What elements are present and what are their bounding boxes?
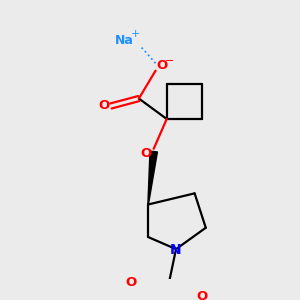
Text: N: N — [170, 243, 182, 257]
Text: +: + — [130, 29, 140, 39]
Text: O: O — [141, 147, 152, 160]
Polygon shape — [148, 151, 158, 205]
Text: O: O — [157, 59, 168, 73]
Text: O: O — [196, 290, 208, 300]
Text: O: O — [126, 276, 137, 289]
Text: −: − — [165, 56, 174, 66]
Text: O: O — [98, 100, 109, 112]
Text: Na: Na — [115, 34, 134, 47]
